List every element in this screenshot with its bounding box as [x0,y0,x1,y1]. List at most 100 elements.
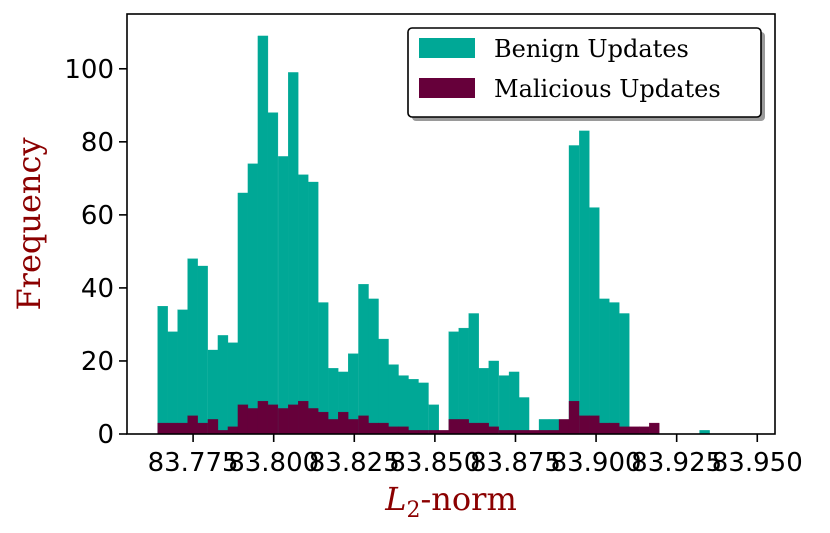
benign-bar-27 [428,404,439,435]
benign-bar-15 [308,181,319,435]
malicious-bar-13 [288,404,299,435]
malicious-bar-14 [298,400,309,435]
x-tick-label: 83.875 [470,448,561,478]
x-axis-title: L2-norm [384,480,517,523]
benign-bar-12 [278,156,289,435]
malicious-bar-16 [318,411,329,435]
x-axis-title-main: L [384,480,406,518]
malicious-bar-43 [589,415,600,435]
y-tick-label: 20 [81,347,114,377]
benign-bar-42 [609,302,620,435]
x-tick-label: 83.850 [389,448,480,478]
malicious-bar-45 [609,422,620,435]
malicious-bar-21 [368,422,379,435]
benign-bar-29 [458,327,469,435]
malicious-bar-20 [358,415,369,435]
legend-swatch-malicious [419,78,475,98]
malicious-bar-5 [207,419,219,435]
benign-bar-0 [157,306,168,435]
x-tick-label: 83.925 [631,448,722,478]
malicious-bar-24 [398,426,409,435]
malicious-bar-30 [458,419,469,435]
malicious-bar-23 [388,426,399,435]
y-tick-label: 80 [81,128,114,158]
legend: Benign Updates Malicious Updates [407,27,765,121]
benign-bar-38 [568,145,580,435]
benign-bar-4 [197,265,208,435]
benign-bar-35 [518,397,530,435]
malicious-bar-11 [267,404,279,435]
benign-bar-25 [408,379,419,435]
benign-bar-34 [508,371,520,435]
malicious-bar-2 [177,422,188,435]
malicious-bar-12 [278,408,289,435]
benign-bar-39 [579,130,590,435]
benign-bar-32 [488,360,499,435]
malicious-bar-3 [187,415,198,435]
legend-box [407,27,762,118]
malicious-bar-32 [478,422,489,435]
malicious-bar-9 [247,408,259,435]
malicious-bar-33 [488,426,499,435]
malicious-bar-0 [157,422,168,435]
malicious-bar-31 [468,422,479,435]
benign-bar-10 [257,35,269,435]
benign-bar-21 [368,298,379,435]
benign-bar-11 [267,112,279,435]
malicious-bar-48 [639,426,650,435]
malicious-bar-29 [448,419,459,435]
y-tick-label: 100 [64,55,114,85]
malicious-bar-15 [308,408,319,435]
x-axis-title-rest: -norm [420,480,516,518]
benign-bar-40 [589,207,600,435]
benign-bar-9 [247,163,259,435]
benign-bar-26 [418,382,429,435]
y-tick-label: 40 [81,274,114,304]
benign-bar-23 [388,364,399,435]
malicious-bar-44 [599,422,610,435]
benign-bar-2 [177,309,188,435]
malicious-bar-17 [328,419,339,435]
benign-bar-7 [227,342,239,435]
x-tick-label: 83.950 [712,448,803,478]
x-axis-title-subscript: 2 [406,498,420,523]
x-tick-label: 83.775 [148,448,239,478]
y-axis-title: Frequency [10,137,48,310]
benign-bar-24 [398,375,409,435]
plot-frame [126,13,776,435]
legend-swatch-benign [419,38,475,58]
malicious-bar-10 [257,400,269,435]
benign-bar-1 [167,331,178,435]
benign-bar-43 [619,313,630,435]
legend-label-benign: Benign Updates [494,35,689,63]
malicious-bar-18 [338,411,349,435]
bars-layer [157,35,710,435]
benign-bar-33 [498,375,510,435]
benign-bar-8 [237,192,249,435]
x-tick-label: 83.900 [551,448,642,478]
benign-bar-22 [378,338,389,435]
malicious-bar-4 [197,422,208,435]
malicious-bar-22 [378,422,389,435]
x-tick-label: 83.825 [309,448,400,478]
malicious-bar-46 [619,426,630,435]
malicious-bar-42 [579,415,590,435]
malicious-bar-49 [649,422,660,435]
y-tick-label: 0 [97,420,114,450]
y-tick-label: 60 [81,201,114,231]
x-tick-label: 83.800 [228,448,319,478]
malicious-bar-8 [237,404,249,435]
benign-bar-3 [187,258,198,435]
malicious-bar-1 [167,422,178,435]
benign-bar-13 [288,72,299,435]
benign-bar-30 [468,313,479,435]
benign-bar-20 [358,284,369,435]
malicious-bar-41 [568,400,580,435]
benign-bar-14 [298,174,309,435]
malicious-bar-19 [348,419,359,435]
malicious-bar-40 [558,419,570,435]
benign-bar-6 [217,335,229,435]
ticks-layer: 0 20 40 60 80 100 83.77583.80083.82583.85083.8… [64,55,802,478]
malicious-bar-7 [227,426,239,435]
